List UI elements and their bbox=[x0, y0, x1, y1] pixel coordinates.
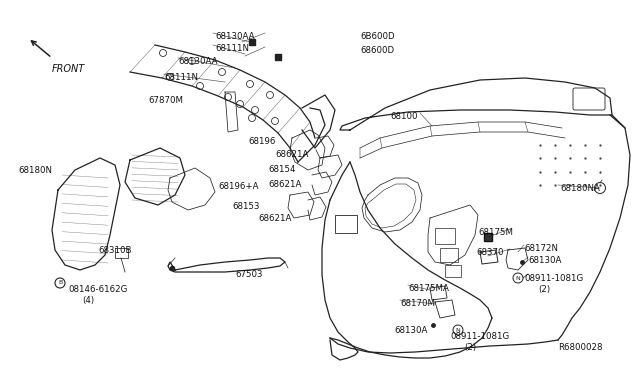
Text: 68100: 68100 bbox=[390, 112, 417, 121]
Text: 67503: 67503 bbox=[235, 270, 262, 279]
Text: 68180NA: 68180NA bbox=[560, 184, 600, 193]
Text: (2): (2) bbox=[464, 343, 476, 352]
Text: R6800028: R6800028 bbox=[558, 343, 602, 352]
Text: 68310B: 68310B bbox=[98, 246, 131, 255]
Text: (4): (4) bbox=[82, 296, 94, 305]
Text: 68172N: 68172N bbox=[524, 244, 558, 253]
Text: 67870M: 67870M bbox=[148, 96, 183, 105]
Text: 68111N: 68111N bbox=[164, 73, 198, 82]
Text: (2): (2) bbox=[538, 285, 550, 294]
Text: 68370: 68370 bbox=[476, 248, 504, 257]
Text: 08911-1081G: 08911-1081G bbox=[524, 274, 583, 283]
Text: 68130AA: 68130AA bbox=[178, 57, 218, 66]
Text: 68111N: 68111N bbox=[215, 44, 249, 53]
Text: 68153: 68153 bbox=[232, 202, 259, 211]
Text: 68175M: 68175M bbox=[478, 228, 513, 237]
Text: 68170M: 68170M bbox=[400, 299, 435, 308]
Text: 68196+A: 68196+A bbox=[218, 182, 259, 191]
Text: N: N bbox=[456, 327, 460, 333]
Bar bbox=[435, 228, 455, 244]
Text: 68196: 68196 bbox=[248, 137, 275, 146]
Text: N: N bbox=[516, 276, 520, 280]
Text: 68130A: 68130A bbox=[394, 326, 428, 335]
Text: 68621A: 68621A bbox=[258, 214, 291, 223]
Text: 68600D: 68600D bbox=[360, 46, 394, 55]
Bar bbox=[440, 248, 458, 262]
Text: 08146-6162G: 08146-6162G bbox=[68, 285, 127, 294]
Text: 68154: 68154 bbox=[268, 165, 296, 174]
Text: 68621A: 68621A bbox=[275, 150, 308, 159]
Text: 68180N: 68180N bbox=[18, 166, 52, 175]
Text: 08911-1081G: 08911-1081G bbox=[450, 332, 509, 341]
Text: 68175MA: 68175MA bbox=[408, 284, 449, 293]
Text: FRONT: FRONT bbox=[52, 64, 85, 74]
Text: 68130AA: 68130AA bbox=[215, 32, 255, 41]
Bar bbox=[335, 215, 357, 233]
Text: 68130A: 68130A bbox=[528, 256, 561, 265]
Text: 6B600D: 6B600D bbox=[360, 32, 395, 41]
Text: B: B bbox=[58, 280, 62, 285]
Bar bbox=[445, 265, 461, 277]
Text: 68621A: 68621A bbox=[268, 180, 301, 189]
